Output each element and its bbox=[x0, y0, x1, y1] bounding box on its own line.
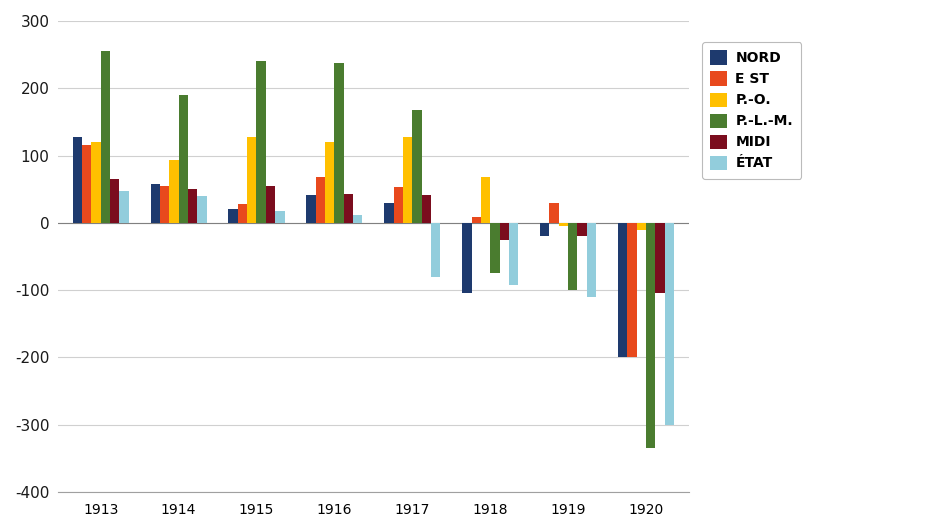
Bar bbox=[256, 61, 265, 223]
Bar bbox=[471, 218, 480, 223]
Bar bbox=[197, 196, 207, 223]
Bar bbox=[480, 177, 490, 223]
Bar bbox=[539, 223, 548, 236]
Bar bbox=[402, 137, 412, 223]
Bar bbox=[499, 223, 509, 239]
Bar bbox=[334, 63, 344, 223]
Bar bbox=[577, 223, 586, 236]
Bar bbox=[646, 223, 655, 448]
Bar bbox=[421, 195, 430, 223]
Bar bbox=[306, 195, 315, 223]
Bar bbox=[586, 223, 596, 297]
Bar bbox=[548, 203, 558, 223]
Bar bbox=[275, 211, 284, 223]
Bar bbox=[178, 95, 188, 223]
Bar bbox=[558, 223, 567, 226]
Bar bbox=[394, 187, 402, 223]
Bar bbox=[412, 110, 421, 223]
Bar bbox=[247, 137, 256, 223]
Legend: NORD, E ST, P.-O., P.-L.-M., MIDI, ÉTAT: NORD, E ST, P.-O., P.-L.-M., MIDI, ÉTAT bbox=[701, 42, 801, 179]
Bar bbox=[82, 145, 92, 223]
Bar bbox=[567, 223, 577, 290]
Bar bbox=[490, 223, 499, 273]
Bar bbox=[462, 223, 471, 294]
Bar bbox=[384, 203, 394, 223]
Bar bbox=[636, 223, 646, 229]
Bar bbox=[101, 51, 110, 223]
Bar bbox=[92, 142, 101, 223]
Bar bbox=[265, 186, 275, 223]
Bar bbox=[627, 223, 636, 358]
Bar bbox=[509, 223, 517, 285]
Bar bbox=[169, 160, 178, 223]
Bar bbox=[325, 142, 334, 223]
Bar bbox=[655, 223, 664, 294]
Bar bbox=[315, 177, 325, 223]
Bar bbox=[228, 210, 238, 223]
Bar bbox=[238, 204, 247, 223]
Bar bbox=[73, 137, 82, 223]
Bar bbox=[150, 184, 160, 223]
Bar bbox=[353, 215, 362, 223]
Bar bbox=[110, 179, 119, 223]
Bar bbox=[430, 223, 440, 277]
Bar bbox=[188, 189, 197, 223]
Bar bbox=[344, 194, 353, 223]
Bar bbox=[160, 186, 169, 223]
Bar bbox=[664, 223, 673, 425]
Bar bbox=[617, 223, 627, 358]
Bar bbox=[119, 190, 128, 223]
